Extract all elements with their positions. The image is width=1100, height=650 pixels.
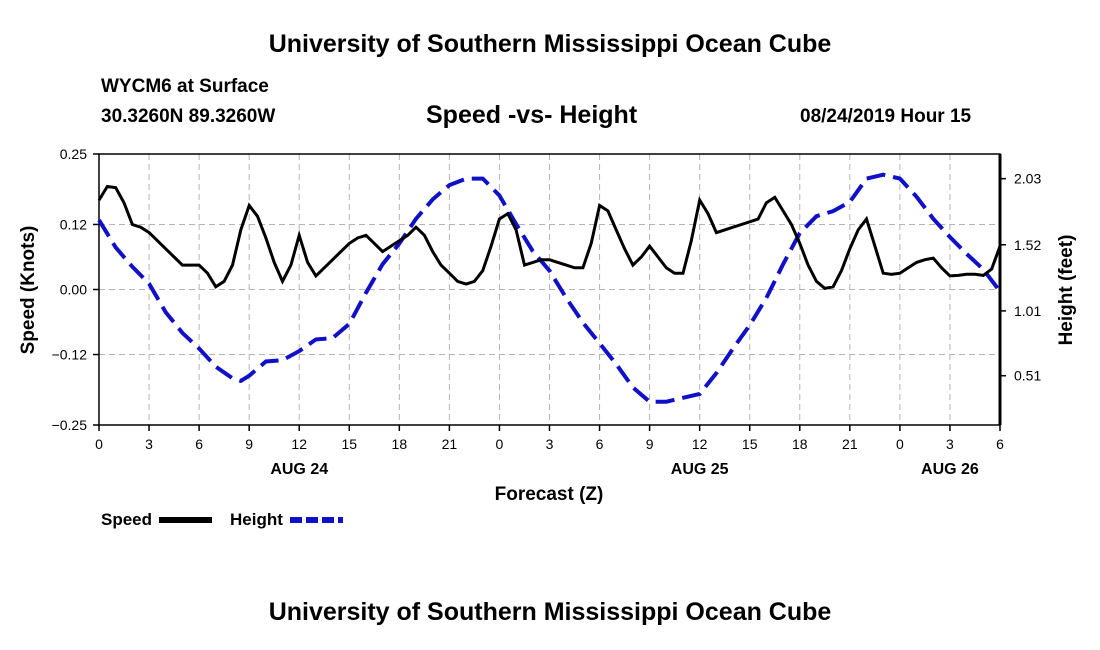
y-left-tick-label: 0.12 [60, 216, 87, 232]
legend: Speed Height [101, 510, 343, 529]
x-tick-label: 21 [842, 436, 858, 452]
speed-series-line [97, 184, 1002, 291]
x-tick-label: 6 [996, 436, 1004, 452]
y-right-tick-label: 0.51 [1014, 368, 1041, 384]
y-right-tick-label: 1.01 [1014, 303, 1041, 319]
date-label: AUG 26 [921, 461, 979, 478]
x-tick-label: 0 [95, 436, 103, 452]
y-left-tick-label: 0.25 [60, 146, 87, 162]
y-left-tick-label: −0.12 [52, 347, 88, 363]
x-tick-label: 18 [392, 436, 408, 452]
x-tick-label: 3 [546, 436, 554, 452]
x-tick-label: 3 [145, 436, 153, 452]
x-tick-label: 6 [195, 436, 203, 452]
y-right-tick-label: 2.03 [1014, 171, 1041, 187]
y-left-tick-label: −0.25 [52, 417, 88, 433]
coordinates-label: 30.3260N 89.3260W [101, 106, 276, 127]
y-right-tick-label: 1.52 [1014, 237, 1041, 253]
x-tick-label: 15 [341, 436, 357, 452]
x-tick-label: 12 [692, 436, 708, 452]
grid [99, 154, 1000, 425]
x-tick-label: 12 [291, 436, 307, 452]
forecast-datetime: 08/24/2019 Hour 15 [800, 106, 972, 127]
x-tick-label: 0 [896, 436, 904, 452]
y-axis-label-left: Speed (Knots) [18, 226, 39, 355]
x-tick-label: 15 [742, 436, 758, 452]
x-tick-label: 0 [496, 436, 504, 452]
x-tick-label: 21 [442, 436, 458, 452]
x-tick-label: 6 [596, 436, 604, 452]
station-label: WYCM6 at Surface [101, 76, 269, 97]
date-label: AUG 25 [671, 461, 729, 478]
x-tick-label: 18 [792, 436, 808, 452]
chart-title: Speed -vs- Height [426, 101, 638, 129]
legend-speed-label: Speed [101, 510, 152, 529]
footer-title: University of Southern Mississippi Ocean… [268, 598, 832, 626]
page-title: University of Southern Mississippi Ocean… [268, 30, 832, 58]
x-tick-label: 3 [946, 436, 954, 452]
x-tick-label: 9 [245, 436, 253, 452]
legend-height-label: Height [230, 510, 283, 529]
x-axis-label: Forecast (Z) [495, 484, 604, 505]
axes: 0 3 6 9 12 15 18 21 0 3 6 9 12 15 18 21 0 3 6 0.25 0.12 0.00 −… [52, 146, 1042, 478]
y-axis-label-right: Height (feet) [1056, 235, 1077, 346]
date-label: AUG 24 [270, 461, 328, 478]
x-tick-label: 9 [646, 436, 654, 452]
y-left-tick-label: 0.00 [60, 282, 87, 298]
